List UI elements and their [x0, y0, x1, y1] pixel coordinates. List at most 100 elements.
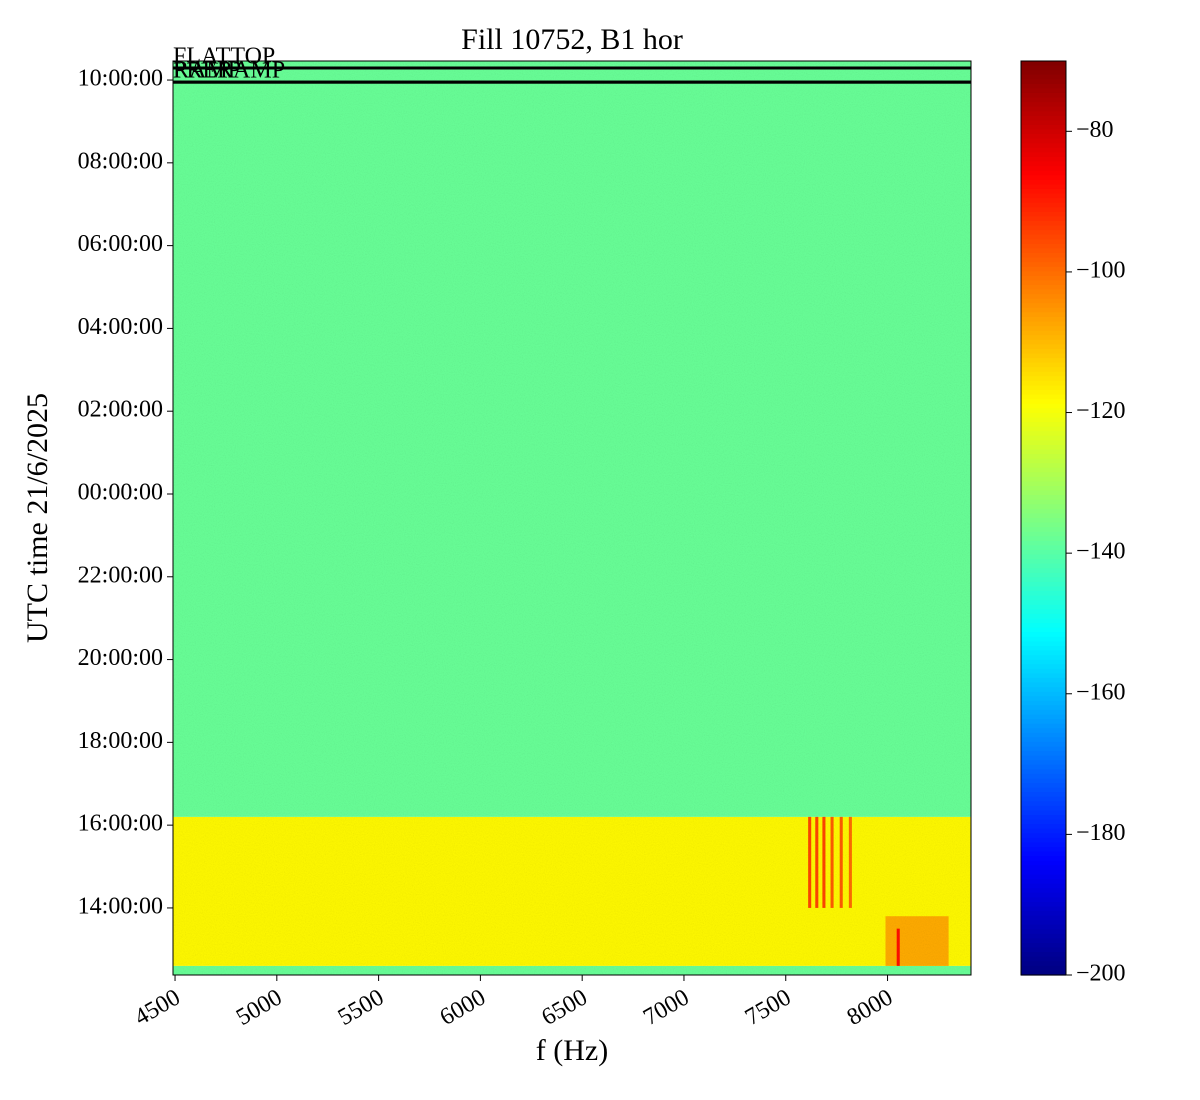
colorbar-step [1021, 645, 1066, 652]
colorbar-step [1021, 65, 1066, 71]
colorbar-step [1021, 353, 1066, 359]
colorbar-step [1021, 591, 1066, 597]
colorbar-step [1021, 335, 1066, 341]
y-axis-label: UTC time 21/6/2025 [21, 393, 54, 643]
colorbar-step [1021, 275, 1066, 281]
y-tick-label: 10:00:00 [78, 66, 163, 92]
colorbar-tick-label: −160 [1076, 679, 1126, 705]
colorbar-step [1021, 458, 1066, 464]
colorbar-step [1021, 947, 1066, 953]
colorbar-step [1021, 380, 1066, 387]
colorbar-step [1021, 641, 1066, 647]
colorbar-step [1021, 778, 1066, 784]
colorbar-step [1021, 156, 1066, 163]
colorbar-step [1021, 417, 1066, 423]
colorbar-step [1021, 874, 1066, 880]
colorbar-step [1021, 211, 1066, 217]
colorbar-step [1021, 362, 1066, 368]
colorbar-step [1021, 408, 1066, 414]
colorbar-step [1021, 815, 1066, 821]
colorbar-step [1021, 879, 1066, 885]
plot-area [173, 61, 971, 975]
colorbar-step [1021, 202, 1066, 208]
colorbar-step [1021, 289, 1066, 295]
colorbar-step [1021, 490, 1066, 496]
colorbar-step [1021, 805, 1066, 812]
colorbar-step [1021, 650, 1066, 656]
colorbar-step [1021, 120, 1066, 126]
colorbar-step [1021, 449, 1066, 455]
colorbar-step [1021, 673, 1066, 679]
colorbar-step [1021, 956, 1066, 962]
colorbar-step [1021, 390, 1066, 396]
colorbar-step [1021, 531, 1066, 537]
colorbar-step [1021, 627, 1066, 633]
colorbar-step [1021, 92, 1066, 99]
colorbar-step [1021, 143, 1066, 149]
colorbar-step [1021, 600, 1066, 606]
colorbar-step [1021, 819, 1066, 825]
colorbar-step [1021, 138, 1066, 144]
colorbar-step [1021, 271, 1066, 277]
colorbar-tick-label: −180 [1076, 820, 1126, 846]
colorbar-step [1021, 860, 1066, 866]
colorbar-step [1021, 764, 1066, 770]
x-tick-label: 7000 [639, 984, 694, 1031]
plot-frame [172, 60, 972, 976]
colorbar-step [1021, 83, 1066, 90]
colorbar-step [1021, 773, 1066, 780]
colorbar-step [1021, 371, 1066, 377]
colorbar-step [1021, 399, 1066, 405]
colorbar-step [1021, 435, 1066, 441]
colorbar-tick-label: −100 [1076, 257, 1126, 283]
x-tick-label: 6500 [537, 984, 592, 1031]
colorbar-frame [1020, 60, 1067, 976]
y-tick-label: 06:00:00 [78, 231, 163, 257]
x-tick-label: 8000 [843, 984, 898, 1031]
x-axis-label: f (Hz) [536, 1034, 608, 1067]
colorbar-step [1021, 358, 1066, 364]
colorbar-step [1021, 920, 1066, 926]
colorbar-step [1021, 586, 1066, 592]
colorbar-step [1021, 513, 1066, 519]
colorbar-step [1021, 810, 1066, 816]
colorbar-step [1021, 79, 1066, 85]
colorbar-step [1021, 243, 1066, 249]
colorbar-step [1021, 170, 1066, 176]
colorbar-step [1021, 554, 1066, 560]
colorbar-step [1021, 869, 1066, 876]
colorbar-step [1021, 668, 1066, 674]
colorbar-step [1021, 787, 1066, 793]
colorbar-tick-label: −200 [1076, 961, 1126, 987]
colorbar-step [1021, 316, 1066, 323]
colorbar-step [1021, 230, 1066, 236]
y-tick-label: 02:00:00 [78, 397, 163, 423]
colorbar-step [1021, 294, 1066, 300]
colorbar-step [1021, 193, 1066, 199]
colorbar-step [1021, 623, 1066, 629]
colorbar-step [1021, 70, 1066, 76]
colorbar-step [1021, 741, 1066, 748]
colorbar-step [1021, 166, 1066, 172]
colorbar-step [1021, 284, 1066, 291]
colorbar-step [1021, 892, 1066, 898]
colorbar-step [1021, 188, 1066, 195]
colorbar-step [1021, 847, 1066, 853]
colorbar-step [1021, 152, 1066, 158]
colorbar-step [1021, 426, 1066, 432]
colorbar-step [1021, 307, 1066, 313]
colorbar-step [1021, 115, 1066, 122]
colorbar-step [1021, 906, 1066, 912]
colorbar-tick-label: −140 [1076, 539, 1126, 565]
colorbar-step [1021, 687, 1066, 693]
colorbar-step [1021, 476, 1066, 483]
colorbar-step [1021, 824, 1066, 830]
colorbar-step [1021, 856, 1066, 862]
y-tick-label: 16:00:00 [78, 811, 163, 837]
colorbar-step [1021, 467, 1066, 473]
colorbar-step [1021, 851, 1066, 857]
colorbar-step [1021, 161, 1066, 167]
colorbar-step [1021, 769, 1066, 775]
colorbar-step [1021, 499, 1066, 505]
